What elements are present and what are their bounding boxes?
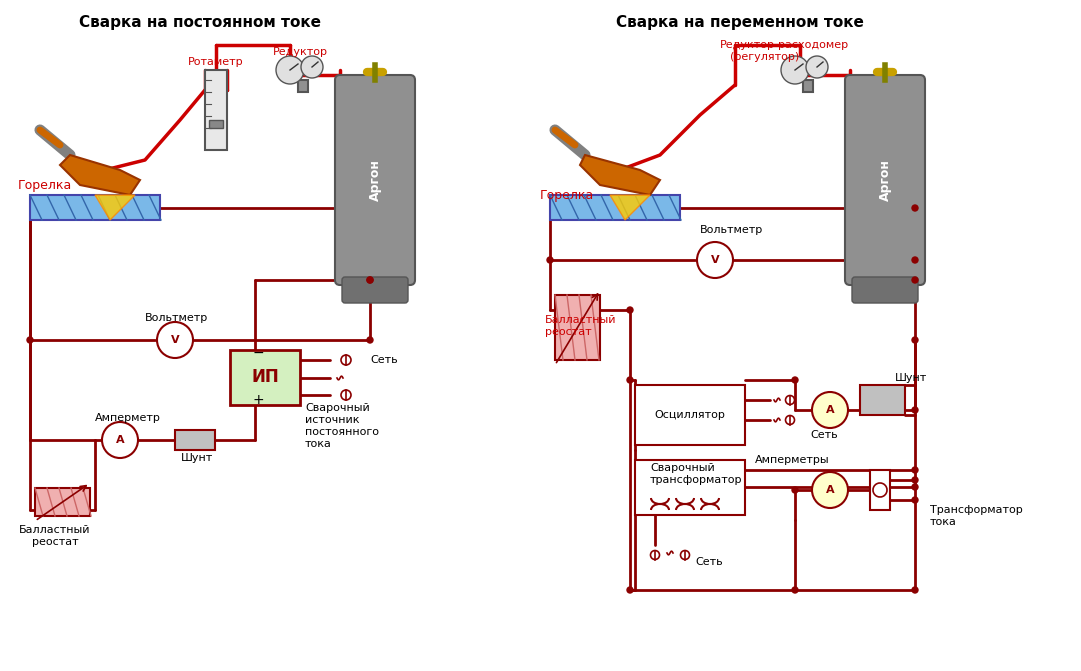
Circle shape bbox=[912, 257, 918, 263]
Text: Сварочный: Сварочный bbox=[305, 403, 370, 413]
Bar bbox=[860, 385, 905, 415]
Circle shape bbox=[627, 307, 633, 313]
Circle shape bbox=[27, 337, 34, 343]
Text: Редуктор-расходомер: Редуктор-расходомер bbox=[720, 40, 849, 50]
Circle shape bbox=[806, 56, 828, 78]
Text: тока: тока bbox=[930, 517, 957, 527]
Text: Аргон: Аргон bbox=[879, 159, 892, 201]
Text: источник: источник bbox=[305, 415, 360, 425]
Text: Балластный: Балластный bbox=[19, 525, 91, 535]
Text: Редуктор: Редуктор bbox=[272, 47, 328, 57]
Polygon shape bbox=[610, 195, 650, 220]
Text: A: A bbox=[826, 405, 835, 415]
Circle shape bbox=[912, 497, 918, 503]
Bar bbox=[555, 295, 600, 360]
Text: Горелка: Горелка bbox=[540, 189, 595, 201]
Text: реостат: реостат bbox=[31, 537, 78, 547]
Circle shape bbox=[792, 587, 798, 593]
Text: Горелка: Горелка bbox=[18, 178, 72, 191]
Text: A: A bbox=[116, 435, 124, 445]
Text: тока: тока bbox=[305, 439, 332, 449]
Text: V: V bbox=[171, 335, 179, 345]
Polygon shape bbox=[95, 195, 135, 220]
Text: A: A bbox=[826, 485, 835, 495]
FancyBboxPatch shape bbox=[845, 75, 925, 285]
Bar bbox=[35, 488, 90, 516]
Text: ИП: ИП bbox=[251, 368, 279, 386]
Circle shape bbox=[276, 56, 304, 84]
Polygon shape bbox=[61, 155, 141, 195]
Bar bbox=[209, 120, 223, 128]
FancyBboxPatch shape bbox=[335, 75, 415, 285]
Bar bbox=[870, 470, 890, 510]
Text: Амперметр: Амперметр bbox=[95, 413, 161, 423]
Text: Шунт: Шунт bbox=[181, 453, 213, 463]
Text: Сеть: Сеть bbox=[370, 355, 398, 365]
Bar bbox=[230, 350, 301, 405]
Bar bbox=[803, 80, 813, 92]
Text: Ротаметр: Ротаметр bbox=[188, 57, 244, 67]
Text: Сварка на постоянном токе: Сварка на постоянном токе bbox=[79, 15, 321, 30]
Circle shape bbox=[102, 422, 138, 458]
Bar bbox=[550, 195, 680, 220]
Text: Сварка на переменном токе: Сварка на переменном токе bbox=[616, 15, 864, 30]
Circle shape bbox=[157, 322, 193, 358]
Text: реостат: реостат bbox=[545, 327, 591, 337]
Bar bbox=[298, 80, 308, 92]
Circle shape bbox=[368, 337, 373, 343]
Circle shape bbox=[301, 56, 323, 78]
Text: Шунт: Шунт bbox=[895, 373, 927, 383]
FancyBboxPatch shape bbox=[852, 277, 918, 303]
Text: Вольтметр: Вольтметр bbox=[145, 313, 209, 323]
Circle shape bbox=[547, 257, 553, 263]
FancyBboxPatch shape bbox=[342, 277, 408, 303]
Circle shape bbox=[792, 487, 798, 493]
Text: Сеть: Сеть bbox=[810, 430, 838, 440]
Bar bbox=[175, 430, 215, 450]
Text: постоянного: постоянного bbox=[305, 427, 379, 437]
Text: (регулятор): (регулятор) bbox=[730, 52, 799, 62]
Circle shape bbox=[792, 377, 798, 383]
Circle shape bbox=[912, 407, 918, 413]
Bar bbox=[635, 460, 745, 515]
Text: Вольтметр: Вольтметр bbox=[700, 225, 763, 235]
Text: Аргон: Аргон bbox=[369, 159, 382, 201]
Circle shape bbox=[368, 277, 373, 283]
Text: V: V bbox=[710, 255, 719, 265]
Circle shape bbox=[627, 587, 633, 593]
Circle shape bbox=[912, 337, 918, 343]
Bar bbox=[205, 70, 227, 150]
Circle shape bbox=[780, 56, 809, 84]
Text: Трансформатор: Трансформатор bbox=[930, 505, 1023, 515]
Text: Осциллятор: Осциллятор bbox=[655, 410, 725, 420]
Text: трансформатор: трансформатор bbox=[650, 475, 743, 485]
Circle shape bbox=[912, 467, 918, 473]
Circle shape bbox=[912, 277, 918, 283]
Circle shape bbox=[912, 477, 918, 483]
Circle shape bbox=[812, 472, 848, 508]
Circle shape bbox=[912, 205, 918, 211]
Bar bbox=[635, 385, 745, 445]
Circle shape bbox=[812, 392, 848, 428]
Text: Амперметры: Амперметры bbox=[755, 455, 829, 465]
Bar bbox=[30, 195, 160, 220]
Text: Сеть: Сеть bbox=[695, 557, 722, 567]
Text: −: − bbox=[253, 346, 265, 360]
Polygon shape bbox=[580, 155, 660, 195]
Text: Балластный: Балластный bbox=[545, 315, 616, 325]
Circle shape bbox=[697, 242, 733, 278]
Circle shape bbox=[368, 277, 373, 283]
Text: Сварочный: Сварочный bbox=[650, 463, 715, 473]
Circle shape bbox=[912, 587, 918, 593]
Text: +: + bbox=[253, 393, 265, 407]
Circle shape bbox=[627, 377, 633, 383]
Circle shape bbox=[912, 484, 918, 490]
